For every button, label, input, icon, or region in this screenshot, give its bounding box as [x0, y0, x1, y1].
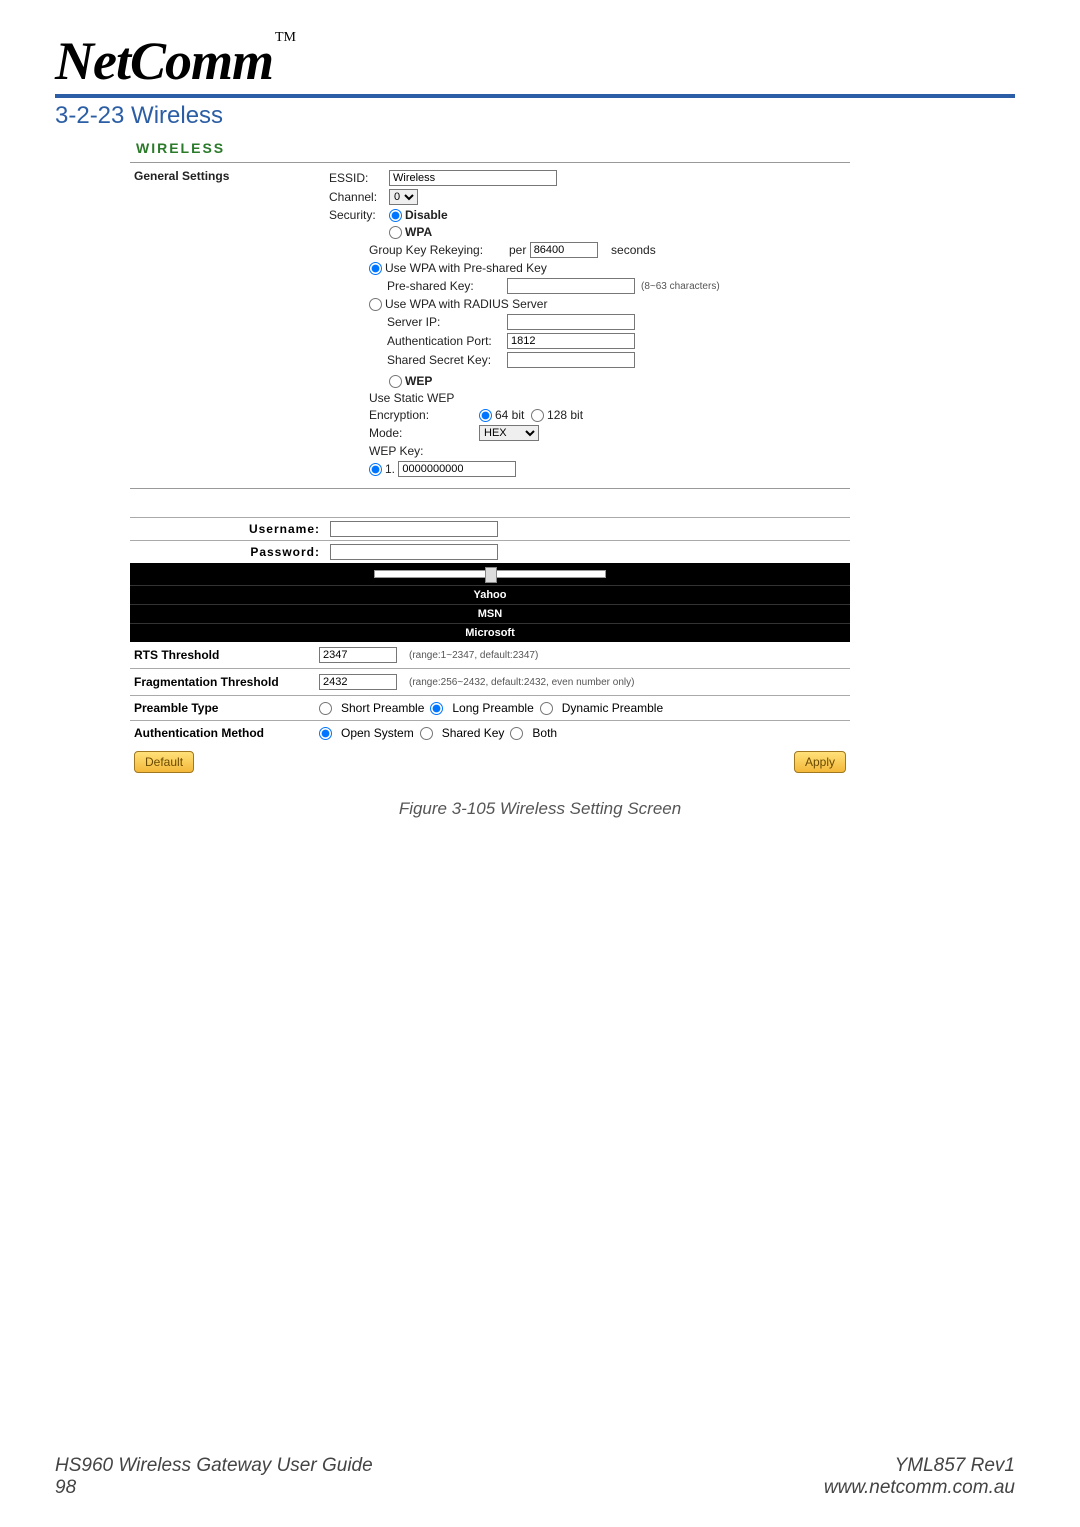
shared-secret-label: Shared Secret Key:	[387, 353, 507, 367]
preamble-short-radio[interactable]	[319, 702, 332, 715]
apply-button[interactable]: Apply	[794, 751, 846, 773]
wireless-screenshot-top: WIRELESS General Settings ESSID: Channel…	[130, 140, 850, 489]
logo-text: NetComm	[55, 31, 273, 91]
default-button[interactable]: Default	[134, 751, 194, 773]
rts-hint: (range:1~2347, default:2347)	[409, 650, 538, 661]
psk-hint: (8~63 characters)	[641, 281, 720, 292]
logo-tm: TM	[275, 30, 296, 45]
section-heading: 3-2-23 Wireless	[55, 102, 1025, 130]
password-label: Password:	[130, 545, 330, 559]
encryption-label: Encryption:	[369, 408, 479, 422]
auth-both-radio[interactable]	[510, 727, 523, 740]
essid-input[interactable]	[389, 170, 557, 186]
rts-input[interactable]	[319, 647, 397, 663]
essid-label: ESSID:	[329, 171, 389, 185]
use-static-wep-label: Use Static WEP	[369, 391, 454, 405]
footer-guide-title: HS960 Wireless Gateway User Guide	[55, 1455, 373, 1477]
group-key-label: Group Key Rekeying:	[369, 243, 509, 257]
group-key-unit: seconds	[611, 243, 656, 257]
auth-shared-label: Shared Key	[442, 726, 505, 740]
general-settings-panel: General Settings ESSID: Channel: 0 Secur…	[130, 162, 850, 489]
wep-key-1-input[interactable]	[398, 461, 516, 477]
group-key-input[interactable]	[530, 242, 598, 258]
security-label: Security:	[329, 208, 389, 222]
enc-64-label: 64 bit	[495, 408, 524, 422]
auth-both-label: Both	[532, 726, 557, 740]
psk-input[interactable]	[507, 278, 635, 294]
auth-open-radio[interactable]	[319, 727, 332, 740]
auth-port-input[interactable]	[507, 333, 635, 349]
slider-bar	[130, 563, 850, 585]
preamble-dynamic-radio[interactable]	[540, 702, 553, 715]
enc-64-radio[interactable]	[479, 409, 492, 422]
frag-hint: (range:256~2432, default:2432, even numb…	[409, 677, 634, 688]
psk-label: Pre-shared Key:	[387, 279, 507, 293]
brand-logo: NetCommTM	[55, 30, 1015, 98]
channel-select[interactable]: 0	[389, 189, 418, 205]
preamble-dynamic-label: Dynamic Preamble	[562, 701, 663, 715]
preamble-long-label: Long Preamble	[452, 701, 533, 715]
figure-caption: Figure 3-105 Wireless Setting Screen	[55, 799, 1025, 819]
username-input[interactable]	[330, 521, 498, 537]
auth-port-label: Authentication Port:	[387, 334, 507, 348]
auth-shared-radio[interactable]	[420, 727, 433, 740]
rts-label: RTS Threshold	[134, 648, 319, 662]
wpa-psk-label: Use WPA with Pre-shared Key	[385, 261, 547, 275]
wpa-radius-radio[interactable]	[369, 298, 382, 311]
frag-label: Fragmentation Threshold	[134, 675, 319, 689]
password-input[interactable]	[330, 544, 498, 560]
username-label: Username:	[130, 522, 330, 536]
mode-select[interactable]: HEX	[479, 425, 539, 441]
link-msn[interactable]: MSN	[130, 604, 850, 623]
link-yahoo[interactable]: Yahoo	[130, 585, 850, 604]
server-ip-input[interactable]	[507, 314, 635, 330]
slider-track[interactable]	[374, 570, 606, 578]
page-footer: HS960 Wireless Gateway User Guide 98 YML…	[55, 1455, 1015, 1499]
footer-doc-rev: YML857 Rev1	[824, 1455, 1015, 1477]
frag-input[interactable]	[319, 674, 397, 690]
wpa-psk-radio[interactable]	[369, 262, 382, 275]
preamble-label: Preamble Type	[134, 701, 319, 715]
wep-key-1-radio[interactable]	[369, 463, 382, 476]
general-settings-label: General Settings	[130, 163, 323, 488]
mode-label: Mode:	[369, 426, 479, 440]
security-disable-radio[interactable]	[389, 209, 402, 222]
security-wpa-radio[interactable]	[389, 226, 402, 239]
wep-key-label: WEP Key:	[369, 444, 479, 458]
enc-128-label: 128 bit	[547, 408, 583, 422]
wpa-radius-label: Use WPA with RADIUS Server	[385, 297, 547, 311]
channel-label: Channel:	[329, 190, 389, 204]
auth-method-label: Authentication Method	[134, 726, 319, 740]
security-wpa-label: WPA	[405, 225, 432, 239]
footer-url: www.netcomm.com.au	[824, 1477, 1015, 1499]
preamble-short-label: Short Preamble	[341, 701, 424, 715]
shared-secret-input[interactable]	[507, 352, 635, 368]
footer-page-number: 98	[55, 1477, 373, 1499]
preamble-long-radio[interactable]	[430, 702, 443, 715]
link-microsoft[interactable]: Microsoft	[130, 623, 850, 642]
security-wep-radio[interactable]	[389, 375, 402, 388]
auth-open-label: Open System	[341, 726, 414, 740]
enc-128-radio[interactable]	[531, 409, 544, 422]
wireless-screenshot-bottom: Username: Password: Yahoo MSN Microsoft …	[130, 517, 850, 773]
server-ip-label: Server IP:	[387, 315, 507, 329]
wep-key-1-label: 1.	[385, 462, 395, 476]
security-wep-label: WEP	[405, 374, 432, 388]
wireless-title: WIRELESS	[136, 140, 850, 156]
group-key-per: per	[509, 243, 526, 257]
slider-thumb[interactable]	[485, 567, 497, 583]
security-disable-label: Disable	[405, 208, 448, 222]
